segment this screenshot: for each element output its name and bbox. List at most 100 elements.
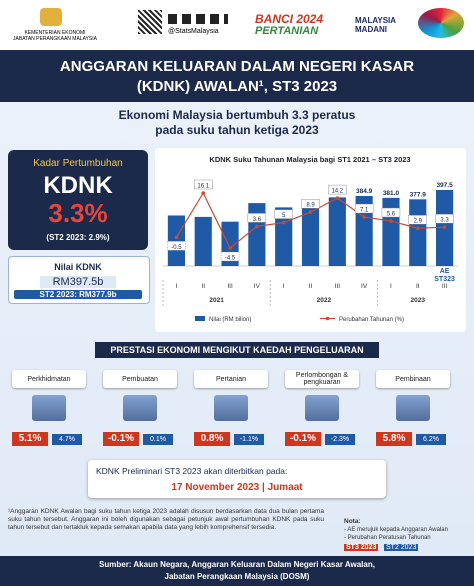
sector-st2: 4.7% xyxy=(52,434,82,445)
bar xyxy=(301,203,320,266)
growth-value: 3.3% xyxy=(48,198,108,228)
line-label-box xyxy=(354,203,374,214)
growth-card xyxy=(8,150,148,250)
x-tick-label: I xyxy=(283,283,285,290)
value-label: Nilai KDNK xyxy=(54,262,102,272)
line-label-box xyxy=(408,215,427,225)
ministry: KEMENTERIAN EKONOMI xyxy=(24,30,86,36)
line-point xyxy=(335,196,340,200)
social-icons xyxy=(168,14,228,24)
top-bar xyxy=(0,0,474,50)
year-label: 2022 xyxy=(317,297,332,304)
release-date: 17 November 2023 | Jumaat xyxy=(171,482,303,493)
sector-st3: 0.8% xyxy=(194,432,230,446)
sector-st2: -2.3% xyxy=(325,434,355,445)
sector-icon xyxy=(396,395,430,421)
title-line: ANGGARAN KELUARAN DALAM NEGERI KASAR xyxy=(59,58,415,75)
title-line: (KDNK) AWALAN¹, ST3 2023 xyxy=(136,78,338,95)
line-label: 3.3 xyxy=(440,218,449,224)
sector-name: Perlombongan & pengkuaran xyxy=(285,370,359,388)
sector-icon xyxy=(305,395,339,421)
bar-value-label: 381.0 xyxy=(383,190,400,197)
x-tick-label: I xyxy=(390,283,392,290)
annotation: AE xyxy=(440,268,450,275)
sector-st2: 0.1% xyxy=(143,434,173,445)
chart: KDNK Suku Tahunan Malaysia bagi ST1 2021… xyxy=(155,148,466,332)
growth-label: Kadar Pertumbuhan xyxy=(33,158,123,169)
line-label: 3.6 xyxy=(253,217,262,223)
bar-value-label: 384.9 xyxy=(356,188,373,195)
census: BANCI 2024 xyxy=(255,12,324,26)
legend-swatch xyxy=(325,316,330,321)
x-tick-label: I xyxy=(176,283,178,290)
sector-name: Pertanian xyxy=(194,370,268,388)
qr-code xyxy=(138,10,162,34)
bar xyxy=(167,215,185,266)
sector-icon xyxy=(32,395,66,421)
line-label: 8.9 xyxy=(306,203,315,209)
sector-name: Pembuatan xyxy=(103,370,177,388)
legend-label: Perubahan Tahunan (%) xyxy=(339,317,404,323)
sector-icon xyxy=(214,395,248,421)
madani: MALAYSIA MADANI xyxy=(355,16,396,34)
bar xyxy=(328,197,346,266)
sector-st3: -0.1% xyxy=(285,432,321,446)
line-label-box xyxy=(381,207,401,218)
line-label-box xyxy=(220,251,240,262)
release-text: KDNK Preliminari ST3 2023 akan diterbitk… xyxy=(96,466,288,476)
bar-value-label: 397.5 xyxy=(436,182,453,189)
x-tick-label: III xyxy=(442,283,448,290)
line-label-box xyxy=(247,213,267,223)
kdnk-label: KDNK xyxy=(43,172,113,199)
x-tick-label: IV xyxy=(254,283,261,290)
x-tick-label: II xyxy=(201,283,205,290)
footer-band xyxy=(0,556,474,586)
sector-st3: -0.1% xyxy=(103,432,139,446)
sector-icon xyxy=(123,395,157,421)
line-label: 5 xyxy=(282,213,286,219)
value-prev: ST2 2023: RM377.9b xyxy=(14,290,142,299)
line-label-box xyxy=(435,213,454,224)
line-point xyxy=(201,191,206,195)
note-title: Nota: xyxy=(344,518,361,525)
note-st3: ST3 2023 xyxy=(344,544,379,551)
line-label: 5.6 xyxy=(387,212,396,218)
bar xyxy=(409,199,427,266)
x-tick-label: IV xyxy=(361,283,368,290)
line-point xyxy=(228,246,232,250)
subtitle-line: pada suku tahun ketiga 2023 xyxy=(155,123,319,137)
line-label: 2.9 xyxy=(414,219,423,225)
footnote: ¹Anggaran KDNK Awalan bagi suku tahun ke… xyxy=(8,508,324,531)
bar xyxy=(275,207,293,266)
section-band xyxy=(95,342,379,358)
x-tick-label: III xyxy=(227,283,233,290)
line-point xyxy=(174,235,179,240)
sector-name: Pembinaan xyxy=(376,370,450,388)
line-label-box xyxy=(167,241,186,251)
line-label: 14.2 xyxy=(331,189,343,195)
sector-st2: -1.1% xyxy=(234,434,264,445)
legend-label: Nilai (RM bilion) xyxy=(209,317,251,323)
footer-line: Sumber: Akaun Negara, Anggaran Keluaran … xyxy=(99,560,375,569)
line-label-box xyxy=(328,184,347,195)
release-box xyxy=(88,460,386,498)
line-point xyxy=(281,220,286,225)
title-band xyxy=(0,50,474,102)
sector-st3: 5.1% xyxy=(12,432,48,446)
line-point xyxy=(308,210,313,215)
line-point xyxy=(442,225,447,229)
sector-st3: 5.8% xyxy=(376,432,412,446)
x-tick-label: II xyxy=(416,283,420,290)
social-handle: @StatsMalaysia xyxy=(168,28,219,35)
department: JABATAN PERANGKAAN MALAYSIA xyxy=(13,36,97,42)
bar xyxy=(248,203,266,266)
chart-title: KDNK Suku Tahunan Malaysia bagi ST1 2021… xyxy=(209,155,410,164)
annotation: ST323 xyxy=(434,276,455,283)
sector-name: Perkhidmatan xyxy=(12,370,86,388)
line-label: 16.1 xyxy=(197,184,209,190)
line-label-box xyxy=(194,179,213,190)
line-label-box xyxy=(274,209,293,219)
subtitle-line: Ekonomi Malaysia bertumbuh 3.3 peratus xyxy=(118,108,356,122)
x-tick-label: II xyxy=(309,283,313,290)
